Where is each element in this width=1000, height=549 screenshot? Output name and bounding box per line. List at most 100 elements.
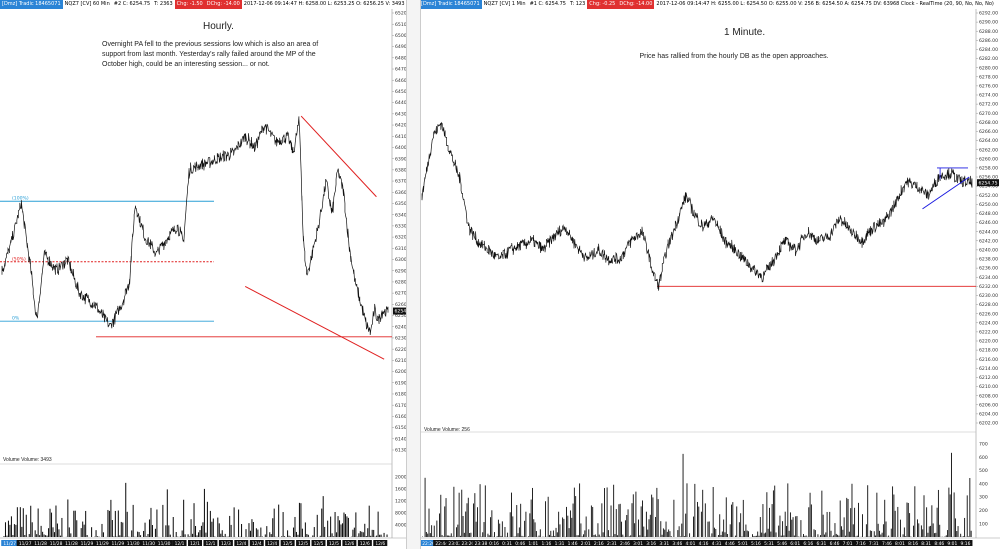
volume-bar (339, 520, 341, 537)
volume-bar (630, 535, 632, 537)
time-label-box (762, 540, 777, 546)
time-tick-label: 11/29 (81, 541, 94, 547)
volume-bar (30, 505, 32, 537)
symbol-label[interactable]: NQZ7 [CV] 60 Min (64, 1, 110, 7)
price-tick-label: 6232.00 (979, 284, 998, 290)
volume-bar (779, 515, 781, 537)
time-tick-label: 5:46 (777, 541, 787, 547)
time-label-box (722, 540, 737, 546)
volume-bar (923, 495, 925, 537)
volume-bar (787, 483, 789, 537)
time-label-box (234, 540, 249, 546)
time-label-box (670, 540, 685, 546)
price-tick-label: 6220.00 (979, 339, 998, 345)
price-tick-label: 6330.00 (395, 223, 406, 229)
volume-bar (725, 497, 727, 537)
volume-bar (617, 535, 619, 537)
price-tick-label: 6286.00 (979, 38, 998, 44)
volume-bar (662, 528, 664, 537)
volume-bar (295, 531, 297, 537)
time-tick-label: 8:01 (895, 541, 905, 547)
price-tick-label: 6258.00 (979, 165, 998, 171)
instrument-label[interactable]: [Dmz] Tradic 18465071 (0, 0, 63, 9)
volume-bar (484, 485, 486, 537)
time-label-box (801, 540, 816, 546)
volume-bar (525, 511, 527, 537)
volume-bar (532, 487, 533, 537)
volume-bar (830, 530, 832, 537)
ticks-label: T: 2363 (154, 1, 173, 7)
volume-bar (13, 524, 15, 537)
volume-bar (365, 536, 367, 537)
hourly-chart-panel[interactable]: [Dmz] Tradic 18465071 NQZ7 [CV] 60 Min #… (0, 0, 406, 549)
time-tick-label: 6:01 (790, 541, 800, 547)
hourly-price-chart[interactable]: 6130.00 6140.00 6150.00 6160.00 6170.00 6180.… (0, 0, 406, 549)
time-tick-label: 0:46 (515, 541, 525, 547)
price-tick-label: 6290.00 (979, 20, 998, 26)
time-tick-label: 12/5 (283, 541, 293, 547)
price-tick-label: 6278.00 (979, 74, 998, 80)
time-tick-label: 11/27 (3, 541, 16, 547)
volume-bar (238, 509, 240, 537)
volume-bar (714, 527, 715, 537)
time-tick-label: 8:46 (934, 541, 944, 547)
volume-bar (465, 511, 467, 537)
volume-bar (122, 522, 124, 537)
price-tick-label: 6242.00 (979, 238, 998, 244)
volume-bar (28, 534, 30, 537)
volume-bar (266, 526, 268, 537)
volume-bar (151, 525, 153, 537)
volume-bar (370, 535, 372, 537)
volume-bar (669, 531, 671, 537)
time-tick-label: 12/6 (344, 541, 354, 547)
volume-bar (948, 487, 950, 537)
minute-chart-panel[interactable]: [Dmz] Tradic 18465071 NQZ7 [CV] 1 Min #1… (419, 0, 1000, 549)
volume-bar (43, 534, 45, 537)
volume-label: Volume Volume: 256 (424, 427, 470, 433)
volume-bar (441, 535, 443, 537)
volume-bar (264, 534, 266, 537)
volume-bar (897, 506, 899, 537)
price-tick-label: 6220.00 (395, 347, 406, 353)
volume-bar (649, 514, 651, 537)
volume-bar (652, 497, 654, 537)
volume-bar (168, 525, 170, 537)
volume-bar (518, 527, 520, 537)
volume-bar (568, 528, 570, 537)
price-tick-label: 6170.00 (395, 403, 406, 409)
volume-bar (373, 529, 375, 537)
volume-bar (753, 536, 755, 537)
volume-bar (795, 516, 797, 537)
volume-bar (251, 519, 253, 537)
volume-bar (670, 536, 672, 537)
volume-bar (833, 535, 835, 537)
price-tick-label: 6238.00 (979, 257, 998, 263)
price-tick-label: 6280.00 (395, 280, 406, 286)
minute-price-chart[interactable]: 6202.00 6204.00 6206.00 6208.00 6210.00 6212.… (419, 0, 1000, 549)
volume-bar (715, 528, 717, 537)
volume-bar (148, 519, 151, 537)
channel-lower-line (244, 285, 385, 360)
panel-divider[interactable] (406, 0, 421, 549)
volume-bar (214, 536, 216, 537)
volume-bar (61, 517, 63, 537)
time-label-box (420, 540, 438, 546)
volume-bar (196, 535, 198, 537)
volume-bar (882, 524, 884, 537)
volume-bar (909, 513, 911, 537)
symbol-label[interactable]: NQZ7 [CV] 1 Min (483, 1, 526, 7)
volume-bar (517, 533, 519, 537)
instrument-label[interactable]: [Dmz] Tradic 18465071 (419, 0, 482, 9)
volume-bar (114, 510, 116, 537)
price-tick-label: 6150.00 (395, 425, 406, 431)
volume-bar (504, 527, 506, 537)
volume-bar (885, 521, 887, 537)
volume-bar (37, 508, 39, 537)
volume-bar (903, 527, 905, 537)
time-tick-label: 8:31 (921, 541, 931, 547)
volume-bar (202, 522, 204, 537)
volume-bar (619, 503, 621, 537)
volume-bar (576, 535, 578, 537)
volume-bar (782, 521, 784, 537)
price-tick-label: 6268.00 (979, 120, 998, 126)
